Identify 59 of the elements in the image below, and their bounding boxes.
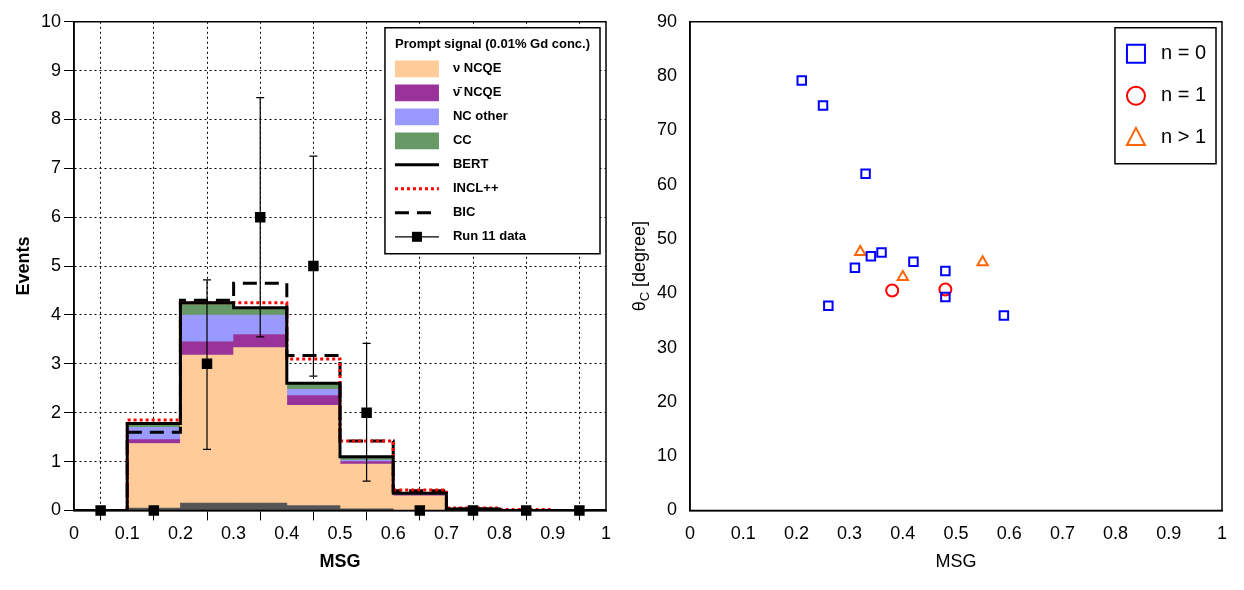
y-tick-label: 6 [51,206,62,227]
x-tick-label: 0.5 [943,523,969,544]
legend-title: Prompt signal (0.01% Gd conc.) [394,36,591,52]
x-tick-label: 0.1 [114,523,140,544]
y-tick-label: 7 [51,157,62,178]
legend-label: BERT [452,156,489,172]
x-tick-label: 0.9 [540,523,566,544]
x-tick-label: 0.2 [167,523,193,544]
x-tick-label: 0.7 [1049,523,1075,544]
x-tick-label: 0.6 [380,523,406,544]
x-tick-label: 0.2 [783,523,809,544]
legend-label: Run 11 data [452,228,527,244]
x-tick-label: 0.3 [837,523,863,544]
legend-label: ν NCQE [452,60,502,76]
y-tick-label: 8 [51,108,62,129]
x-tick-label: 0.3 [221,523,247,544]
y-tick-label: 1 [51,450,62,471]
x-tick-label: 0 [685,523,696,544]
x-tick-label: 1 [600,523,612,544]
y-tick-label: 0 [51,499,62,520]
x-tick-label: 1 [1216,523,1228,544]
x-tick-label: 0.4 [274,523,300,544]
y-tick-label: 60 [656,173,678,194]
x-tick-label: 0.8 [487,523,513,544]
y-tick-label: 70 [656,119,678,140]
y-tick-label: 10 [656,445,678,466]
y-tick-label: 2 [51,401,62,422]
x-tick-label: 0 [69,523,80,544]
legend-label: n > 1 [1160,125,1207,148]
y-tick-label: 80 [656,65,678,86]
y-axis-title: θC [degree] [628,220,652,312]
x-axis-title: MSG [319,550,361,571]
legend-label: CC [452,132,473,148]
y-tick-label: 3 [51,352,62,373]
y-axis-title: Events [12,236,33,296]
legend-label: NC other [452,108,508,124]
x-tick-label: 0.4 [890,523,916,544]
x-tick-label: 0.7 [433,523,459,544]
y-tick-label: 5 [51,255,62,276]
y-tick-label: 20 [656,390,678,411]
y-tick-label: 40 [656,282,678,303]
legend-label: INCL++ [452,180,499,196]
y-tick-label: 4 [51,303,62,324]
x-tick-label: 0.8 [1103,523,1129,544]
y-tick-label: 9 [51,59,62,80]
legend-label: ν̄ NCQE [452,84,502,100]
y-tick-label: 10 [40,10,62,31]
legend-label: n = 1 [1160,83,1207,106]
legend-label: n = 0 [1160,41,1207,64]
y-tick-label: 30 [656,336,678,357]
x-axis-title: MSG [935,550,977,571]
x-tick-label: 0.1 [730,523,756,544]
x-tick-label: 0.5 [327,523,353,544]
y-tick-label: 50 [656,227,678,248]
x-tick-label: 0.9 [1156,523,1182,544]
y-tick-label: 0 [667,499,678,520]
x-tick-label: 0.6 [996,523,1022,544]
y-tick-label: 90 [656,10,678,31]
legend-label: BIC [452,204,476,220]
